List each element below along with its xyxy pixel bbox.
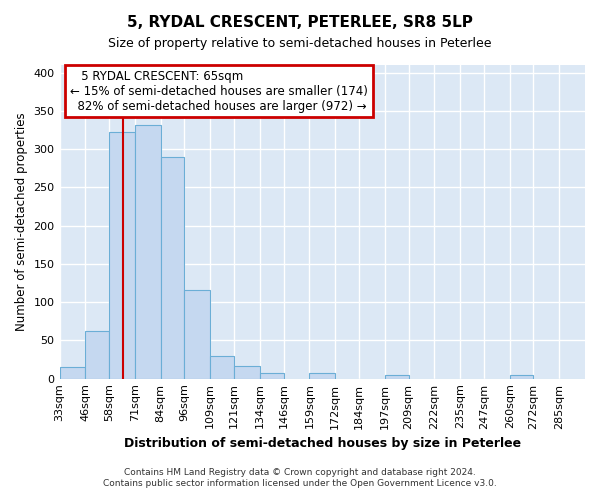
X-axis label: Distribution of semi-detached houses by size in Peterlee: Distribution of semi-detached houses by … (124, 437, 521, 450)
Bar (234, 366, 260, 378)
Bar (210, 356, 234, 378)
Bar (135, 126, 161, 378)
Y-axis label: Number of semi-detached properties: Number of semi-detached properties (15, 112, 28, 331)
Bar (109, 132, 135, 378)
Bar (509, 375, 533, 378)
Bar (59, 367, 85, 378)
Text: 5 RYDAL CRESCENT: 65sqm   
← 15% of semi-detached houses are smaller (174)
  82%: 5 RYDAL CRESCENT: 65sqm ← 15% of semi-de… (70, 70, 368, 112)
Bar (161, 157, 184, 378)
Text: Size of property relative to semi-detached houses in Peterlee: Size of property relative to semi-detach… (108, 38, 492, 51)
Bar (260, 372, 284, 378)
Bar (385, 375, 409, 378)
Bar (184, 290, 210, 378)
Bar (310, 374, 335, 378)
Text: 5, RYDAL CRESCENT, PETERLEE, SR8 5LP: 5, RYDAL CRESCENT, PETERLEE, SR8 5LP (127, 15, 473, 30)
Bar (85, 331, 109, 378)
Text: Contains HM Land Registry data © Crown copyright and database right 2024.
Contai: Contains HM Land Registry data © Crown c… (103, 468, 497, 487)
